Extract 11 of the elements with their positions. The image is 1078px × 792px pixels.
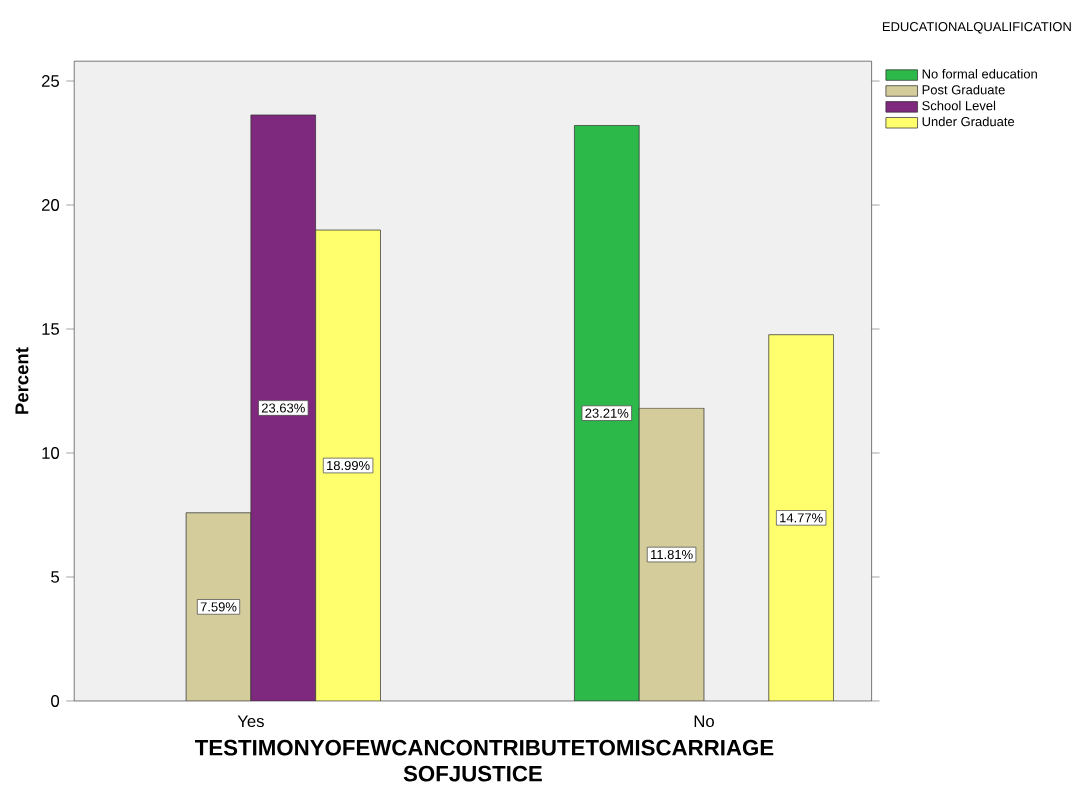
x-tick-label: Yes	[237, 715, 264, 728]
y-tick-label: 5	[51, 571, 60, 583]
x-axis-title: TESTIMONYOFEWCANCONTRIBUTETOMISCARRIAGE SOFJUSTICE	[195, 739, 774, 782]
y-tick-label: 15	[42, 323, 60, 335]
y-tick-label: 10	[42, 447, 60, 459]
y-axis-title: Percent	[15, 347, 29, 414]
bar	[768, 334, 834, 702]
y-tick-label: 0	[51, 695, 60, 707]
x-tick-label: No	[694, 715, 714, 728]
y-tick-label: 20	[42, 199, 60, 211]
y-tick-label: 25	[42, 75, 60, 87]
